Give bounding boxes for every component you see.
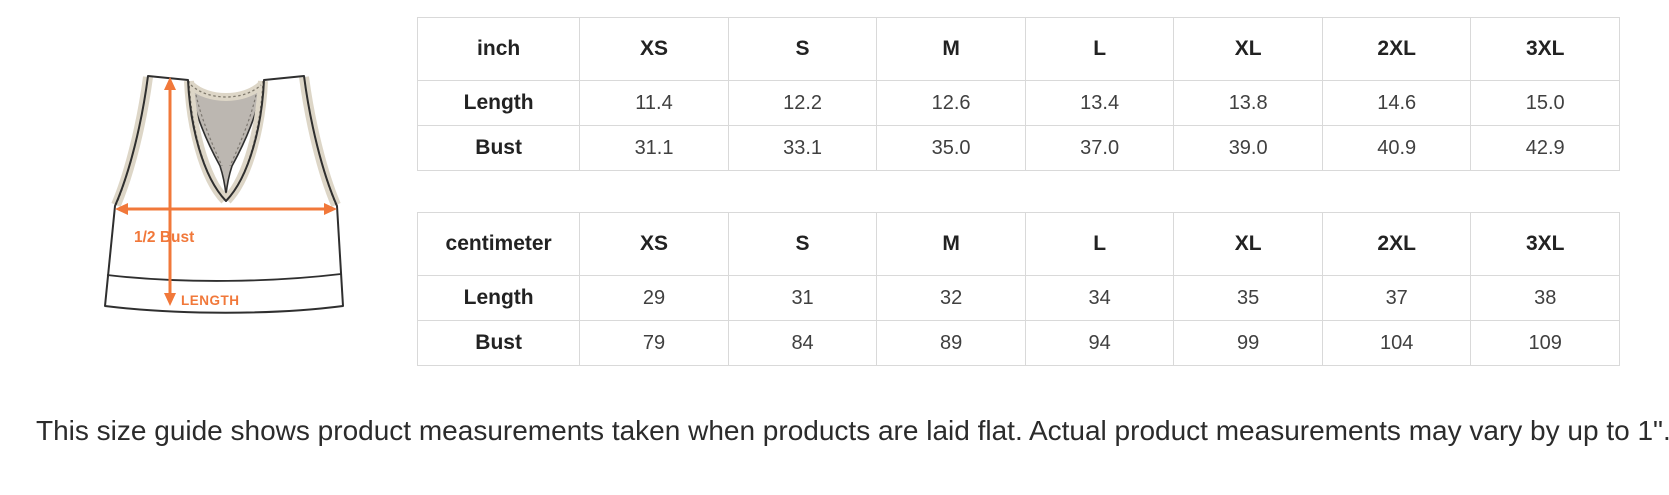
size-header-cell: S	[727, 17, 878, 81]
value-cell: 109	[1470, 320, 1620, 366]
table-row: Length 11.4 12.2 12.6 13.4 13.8 14.6 15.0	[416, 80, 1620, 126]
value-cell: 14.6	[1321, 80, 1472, 126]
value-cell: 42.9	[1470, 125, 1620, 171]
value-cell: 37.0	[1024, 125, 1175, 171]
size-header-cell: M	[876, 17, 1026, 81]
size-header-cell: XS	[579, 212, 729, 276]
row-label-cell: Length	[416, 275, 581, 321]
value-cell: 79	[579, 320, 729, 366]
value-cell: 35	[1173, 275, 1323, 321]
row-label-cell: Bust	[416, 320, 581, 366]
value-cell: 40.9	[1321, 125, 1472, 171]
header-row: centimeter XS S M L XL 2XL 3XL	[416, 212, 1620, 276]
size-header-cell: 3XL	[1470, 17, 1620, 81]
value-cell: 89	[876, 320, 1026, 366]
unit-header-cell: inch	[416, 17, 581, 81]
hem-band-seam	[106, 273, 342, 282]
value-cell: 32	[876, 275, 1026, 321]
row-label-cell: Bust	[416, 125, 581, 171]
value-cell: 37	[1321, 275, 1472, 321]
size-table-inch: inch XS S M L XL 2XL 3XL Length 11.4 12.2 12.6 13.4…	[416, 17, 1620, 171]
size-header-cell: XL	[1173, 212, 1323, 276]
value-cell: 104	[1321, 320, 1472, 366]
value-cell: 29	[579, 275, 729, 321]
size-header-cell: M	[876, 212, 1026, 276]
table-row: Length 29 31 32 34 35 37 38	[416, 275, 1620, 321]
unit-header-cell: centimeter	[416, 212, 581, 276]
header-row: inch XS S M L XL 2XL 3XL	[416, 17, 1620, 81]
footnote-text: This size guide shows product measuremen…	[36, 415, 1669, 446]
value-cell: 39.0	[1173, 125, 1323, 171]
value-cell: 11.4	[579, 80, 729, 126]
size-header-cell: S	[727, 212, 878, 276]
table-row: Bust 31.1 33.1 35.0 37.0 39.0 40.9 42.9	[416, 125, 1620, 171]
length-arrow	[164, 77, 176, 306]
table-row: Bust 79 84 89 94 99 104 109	[416, 320, 1620, 366]
size-header-cell: L	[1024, 17, 1175, 81]
value-cell: 38	[1470, 275, 1620, 321]
size-header-cell: XS	[579, 17, 729, 81]
value-cell: 34	[1024, 275, 1175, 321]
length-arrow-label: LENGTH	[181, 293, 240, 308]
value-cell: 31	[727, 275, 878, 321]
value-cell: 15.0	[1470, 80, 1620, 126]
size-header-cell: 2XL	[1321, 212, 1472, 276]
value-cell: 35.0	[876, 125, 1026, 171]
value-cell: 33.1	[727, 125, 878, 171]
garment-sketch: 1/2 Bust LENGTH	[104, 75, 344, 314]
bra-outline	[104, 75, 344, 314]
value-cell: 99	[1173, 320, 1323, 366]
bra-body	[105, 76, 343, 313]
value-cell: 31.1	[579, 125, 729, 171]
size-table-centimeter: centimeter XS S M L XL 2XL 3XL Length 29 31 32 34 35…	[416, 212, 1620, 366]
size-header-cell: 3XL	[1470, 212, 1620, 276]
value-cell: 94	[1024, 320, 1175, 366]
size-tables: inch XS S M L XL 2XL 3XL Length 11.4 12.2 12.6 13.4…	[416, 17, 1620, 366]
value-cell: 84	[727, 320, 878, 366]
value-cell: 13.8	[1173, 80, 1323, 126]
size-header-cell: XL	[1173, 17, 1323, 81]
size-header-cell: L	[1024, 212, 1175, 276]
value-cell: 12.2	[727, 80, 878, 126]
row-label-cell: Length	[416, 80, 581, 126]
value-cell: 13.4	[1024, 80, 1175, 126]
size-header-cell: 2XL	[1321, 17, 1472, 81]
bust-arrow	[115, 203, 337, 215]
value-cell: 12.6	[876, 80, 1026, 126]
bust-arrow-label: 1/2 Bust	[134, 229, 194, 246]
